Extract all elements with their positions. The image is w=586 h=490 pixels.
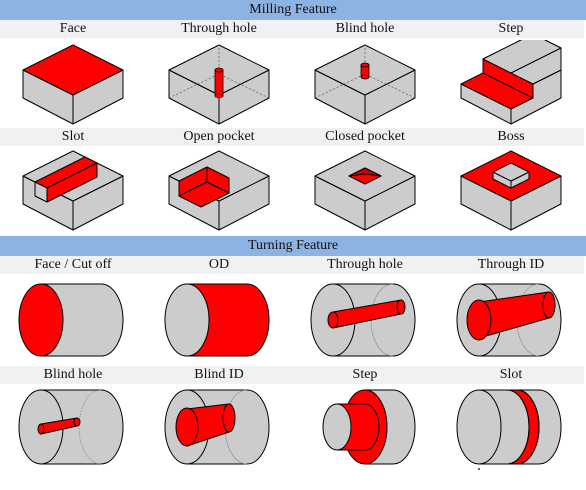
stray-dot-mark — [478, 468, 480, 470]
label-turning-od: OD — [146, 256, 292, 274]
turning-blind-id-illustration — [146, 384, 292, 470]
turning-section-header: Turning Feature — [0, 236, 586, 256]
label-milling-boss: Boss — [438, 128, 584, 146]
label-milling-face: Face — [0, 20, 146, 38]
label-milling-open-pocket: Open pocket — [146, 128, 292, 146]
milling-boss-illustration — [438, 146, 584, 232]
label-turning-through-hole: Through hole — [292, 256, 438, 274]
label-turning-blind-hole: Blind hole — [0, 366, 146, 384]
label-milling-slot: Slot — [0, 128, 146, 146]
milling-blind-hole-illustration — [292, 40, 438, 126]
turning-od-illustration — [146, 274, 292, 366]
label-milling-through-hole: Through hole — [146, 20, 292, 38]
label-turning-through-id: Through ID — [438, 256, 584, 274]
turning-through-id-illustration — [438, 274, 584, 366]
turning-through-hole-illustration — [292, 274, 438, 366]
turning-step-illustration — [292, 384, 438, 470]
milling-section-header: Milling Feature — [0, 0, 586, 20]
milling-face-illustration — [0, 40, 146, 126]
milling-open-pocket-illustration — [146, 146, 292, 232]
label-turning-step: Step — [292, 366, 438, 384]
label-turning-blind-id: Blind ID — [146, 366, 292, 384]
milling-closed-pocket-illustration — [292, 146, 438, 232]
label-milling-closed-pocket: Closed pocket — [292, 128, 438, 146]
milling-step-illustration — [438, 40, 584, 126]
label-milling-blind-hole: Blind hole — [292, 20, 438, 38]
turning-blind-hole-illustration — [0, 384, 146, 470]
label-turning-face-cut-off: Face / Cut off — [0, 256, 146, 274]
milling-slot-illustration — [0, 146, 146, 232]
turning-face-cut-off-illustration — [0, 274, 146, 366]
label-milling-step: Step — [438, 20, 584, 38]
label-turning-slot: Slot — [438, 366, 584, 384]
milling-through-hole-illustration — [146, 40, 292, 126]
turning-slot-illustration — [438, 384, 584, 470]
